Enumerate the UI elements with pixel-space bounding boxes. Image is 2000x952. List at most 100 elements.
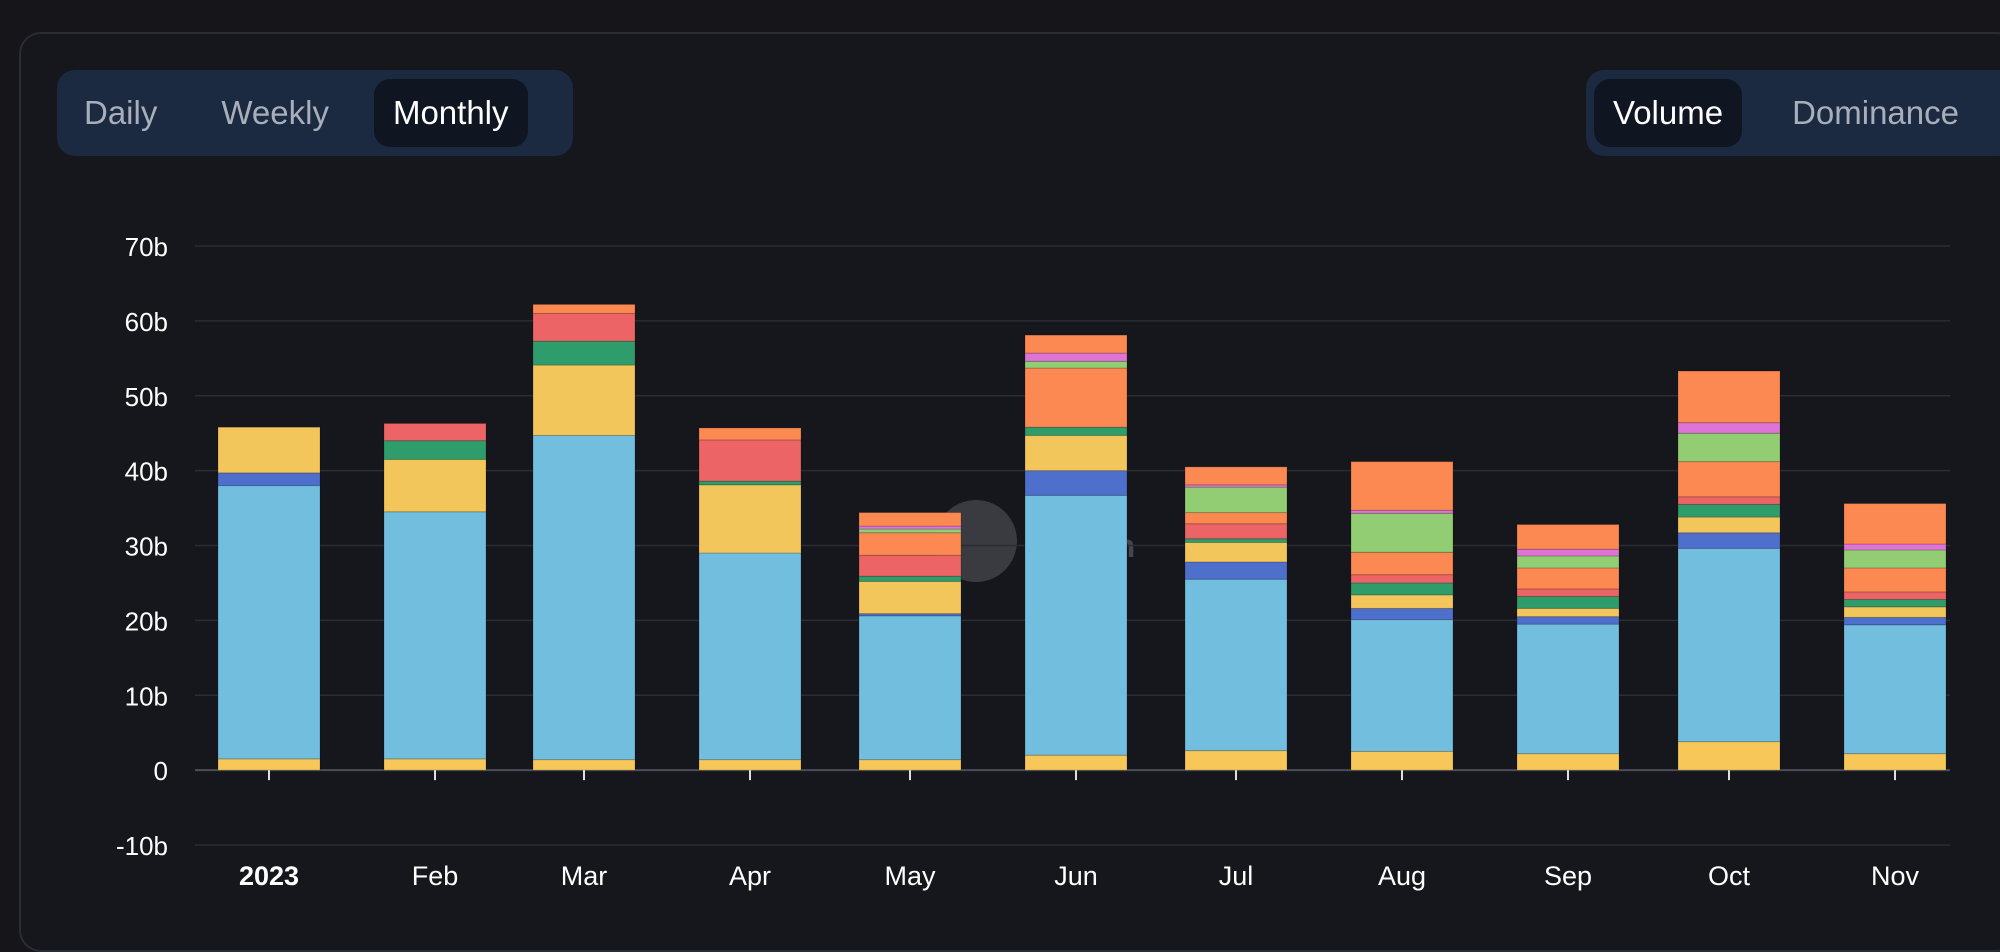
bar-segment — [383, 758, 487, 771]
bar-segment — [858, 528, 962, 534]
monthly-tab[interactable]: Monthly — [373, 79, 528, 147]
bar-segment — [217, 758, 321, 771]
bar-segment — [1516, 548, 1620, 557]
bar-segment — [1024, 360, 1128, 369]
period-toggle: Daily Weekly Monthly — [57, 70, 573, 156]
bar-segment — [1350, 619, 1454, 752]
bar-segment — [1516, 555, 1620, 569]
bar-segment — [1843, 624, 1947, 755]
bar-segment — [1843, 598, 1947, 608]
bar-segment — [532, 434, 636, 761]
bar-segment — [1843, 753, 1947, 771]
bar-segment — [1184, 542, 1288, 563]
bar-segment — [698, 427, 802, 441]
x-tick-label: May — [884, 861, 936, 891]
bar-segment — [1516, 588, 1620, 597]
x-tick-label: Feb — [412, 861, 459, 891]
daily-tab[interactable]: Daily — [84, 94, 158, 131]
x-tick-label: Mar — [561, 861, 608, 891]
bar-segment — [1024, 334, 1128, 354]
bar-segment — [1184, 750, 1288, 771]
bar-segment — [1843, 606, 1947, 618]
x-tick-label: Jun — [1054, 861, 1098, 891]
bar-segment — [1516, 623, 1620, 755]
bar-segment — [1024, 434, 1128, 472]
bar-segment — [1184, 512, 1288, 525]
bar-segment — [1024, 494, 1128, 756]
bar-segment — [1677, 496, 1781, 505]
bar-segment — [1516, 595, 1620, 609]
bar-segment — [1184, 466, 1288, 486]
weekly-tab[interactable]: Weekly — [221, 94, 329, 131]
bar-segment — [1677, 547, 1781, 743]
bar-segment — [217, 426, 321, 474]
bar-segment — [383, 422, 487, 442]
bar-segment — [217, 485, 321, 760]
bar-segment — [1843, 543, 1947, 551]
bar-segment — [858, 554, 962, 577]
bar-segment — [1516, 753, 1620, 771]
bar-segment — [1184, 561, 1288, 580]
bar-segment — [1024, 470, 1128, 496]
y-tick-label: 0 — [154, 756, 168, 786]
y-tick-label: 40b — [125, 457, 168, 487]
bar-segment — [1843, 616, 1947, 626]
bar-segment — [383, 440, 487, 460]
bar-segment — [1184, 486, 1288, 514]
x-tick-label: Aug — [1378, 861, 1426, 891]
y-tick-label: 20b — [125, 606, 168, 636]
bar-segment — [1024, 754, 1128, 771]
bar-segment — [858, 532, 962, 556]
bar-segment — [698, 759, 802, 771]
bar-segment — [532, 759, 636, 771]
bar-segment — [698, 552, 802, 761]
bar-segment — [1516, 607, 1620, 618]
bar-segment — [1024, 367, 1128, 428]
bar-segment — [858, 512, 962, 527]
bar-segment — [1184, 538, 1288, 544]
metric-toggle: Volume Dominance — [1586, 70, 2000, 156]
bar-segment — [1350, 512, 1454, 553]
bar-segment — [1350, 461, 1454, 511]
stacked-bar-chart: -10b 0 10b 20b 30b 40b 50b 60b 70b 2023 Feb Mar Apr M… — [116, 232, 1950, 891]
bar-segment — [1677, 532, 1781, 549]
bar-segment — [1677, 503, 1781, 518]
bar-segment — [1516, 567, 1620, 590]
chart-panel — [19, 32, 2000, 952]
bar-segment — [1350, 607, 1454, 621]
bar-segment — [1024, 352, 1128, 362]
bar-segment — [698, 484, 802, 554]
bar-segment — [1516, 524, 1620, 550]
x-tick-label: Jul — [1219, 861, 1254, 891]
y-tick-label: 50b — [125, 382, 168, 412]
bar-segment — [1516, 616, 1620, 625]
volume-tab[interactable]: Volume — [1594, 79, 1743, 147]
bar-segment — [698, 439, 802, 482]
bar-segment — [1184, 578, 1288, 752]
bar-segment — [858, 575, 962, 582]
bar-segment — [383, 458, 487, 513]
bar-segment — [1677, 461, 1781, 498]
x-tick-label: 2023 — [239, 861, 299, 891]
bar-segment — [1024, 426, 1128, 436]
bar-segment — [858, 615, 962, 761]
y-tick-label: 10b — [125, 681, 168, 711]
bar-segment — [1843, 591, 1947, 600]
bar-segment — [217, 472, 321, 487]
x-tick-label: Sep — [1544, 861, 1592, 891]
bar-segment — [858, 759, 962, 771]
bar-segment — [1677, 422, 1781, 434]
bar-segment — [1677, 741, 1781, 771]
bar-segment — [532, 303, 636, 314]
dominance-tab[interactable]: Dominance — [1792, 94, 1959, 131]
y-tick-label: 70b — [125, 232, 168, 262]
bar-segment — [1677, 432, 1781, 463]
bar-segment — [383, 511, 487, 760]
bar-segment — [1350, 574, 1454, 584]
x-tick-label: Nov — [1871, 861, 1920, 891]
bar-segment — [532, 312, 636, 342]
y-tick-label: 30b — [125, 532, 168, 562]
bar-segment — [1677, 516, 1781, 534]
bar-segment — [1350, 750, 1454, 771]
y-tick-label: 60b — [125, 307, 168, 337]
